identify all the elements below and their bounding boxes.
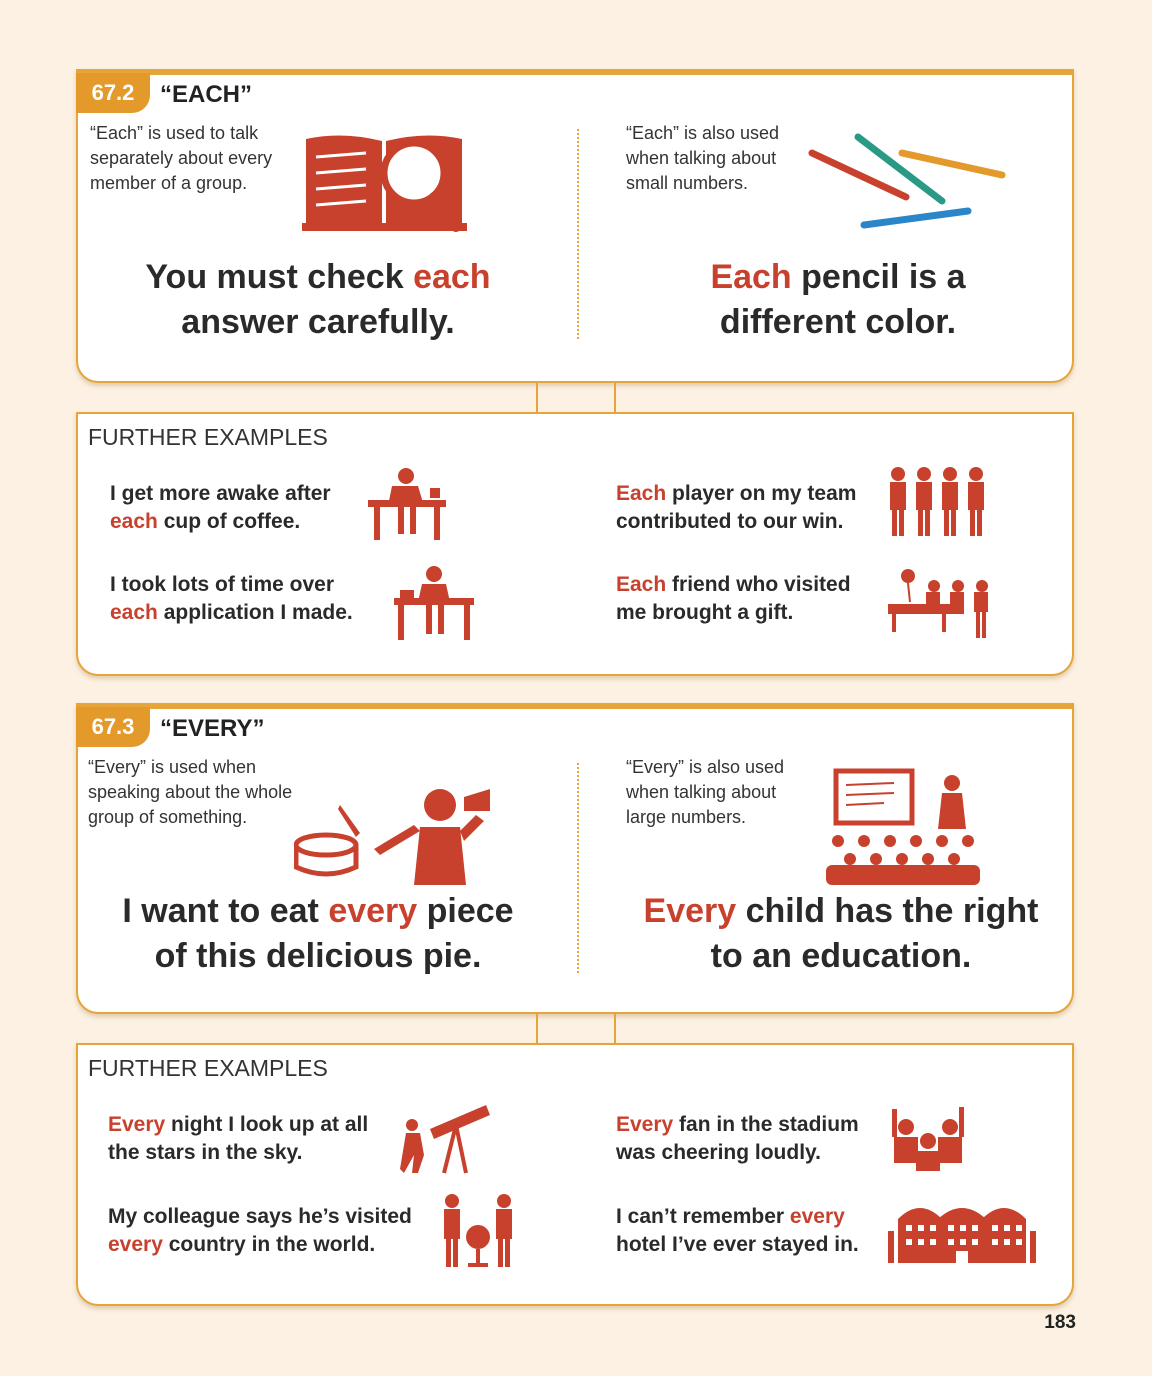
- every-example-2: My colleague says he’s visited every cou…: [108, 1205, 412, 1256]
- every-sentence-left: I want to eat every piece of this delici…: [122, 892, 514, 975]
- team-players-icon: [890, 467, 984, 536]
- panel-connector-left: [76, 1012, 538, 1046]
- section-divider: [577, 129, 579, 339]
- hospital-visitors-icon: [888, 569, 988, 638]
- pencils-icon: [808, 133, 1006, 229]
- each-example-3: Each player on my team contributed to ou…: [616, 482, 857, 533]
- each-intro-right: “Each” is also used when talking about s…: [626, 123, 780, 193]
- each-example-1: I get more awake after each cup of coffe…: [110, 482, 331, 533]
- book-magnifier-icon: [302, 135, 467, 232]
- each-sentence-left: You must check each answer carefully.: [145, 258, 491, 341]
- every-intro-left: “Every” is used when speaking about the …: [88, 757, 293, 827]
- coffee-desk-icon: [368, 468, 446, 540]
- each-example-2: I took lots of time over each applicatio…: [110, 573, 353, 624]
- section-title: “EVERY”: [160, 715, 265, 742]
- panel-connector-right: [614, 1012, 1076, 1046]
- section-divider: [577, 763, 579, 973]
- every-example-3: Every fan in the stadium was cheering lo…: [616, 1113, 859, 1164]
- telescope-icon: [400, 1105, 490, 1174]
- panel-connector-right: [614, 381, 1076, 415]
- panel-connector-left: [76, 381, 538, 415]
- pie-person-icon: [294, 789, 490, 885]
- every-example-1: Every night I look up at all the stars i…: [108, 1113, 369, 1164]
- every-example-4: I can’t remember every hotel I’ve ever s…: [616, 1205, 859, 1256]
- further-examples-each-panel: FURTHER EXAMPLES I get more awake after …: [76, 412, 1074, 676]
- further-examples-label: FURTHER EXAMPLES: [88, 424, 328, 450]
- page-number: 183: [1044, 1312, 1076, 1333]
- globe-people-icon: [444, 1194, 512, 1267]
- cheering-fans-icon: [892, 1107, 964, 1171]
- every-intro-right: “Every” is also used when talking about …: [626, 757, 785, 827]
- each-panel: 67.2 “EACH” “Each” is used to talk separ…: [76, 69, 1074, 383]
- each-intro-left: “Each” is used to talk separately about …: [90, 123, 273, 193]
- section-number: 67.2: [76, 73, 150, 113]
- hotel-icon: [888, 1208, 1036, 1263]
- classroom-icon: [826, 768, 980, 885]
- section-number: 67.3: [76, 707, 150, 747]
- each-example-4: Each friend who visited me brought a gif…: [616, 573, 851, 624]
- further-examples-every-panel: FURTHER EXAMPLES Every night I look up a…: [76, 1043, 1074, 1306]
- section-title: “EACH”: [160, 81, 253, 108]
- each-sentence-right: Each pencil is a different color.: [710, 258, 966, 341]
- further-examples-label: FURTHER EXAMPLES: [88, 1055, 328, 1081]
- person-desk-icon: [394, 566, 474, 640]
- every-sentence-right: Every child has the right to an educatio…: [643, 892, 1039, 975]
- every-panel: 67.3 “EVERY” “Every” is used when speaki…: [76, 703, 1074, 1014]
